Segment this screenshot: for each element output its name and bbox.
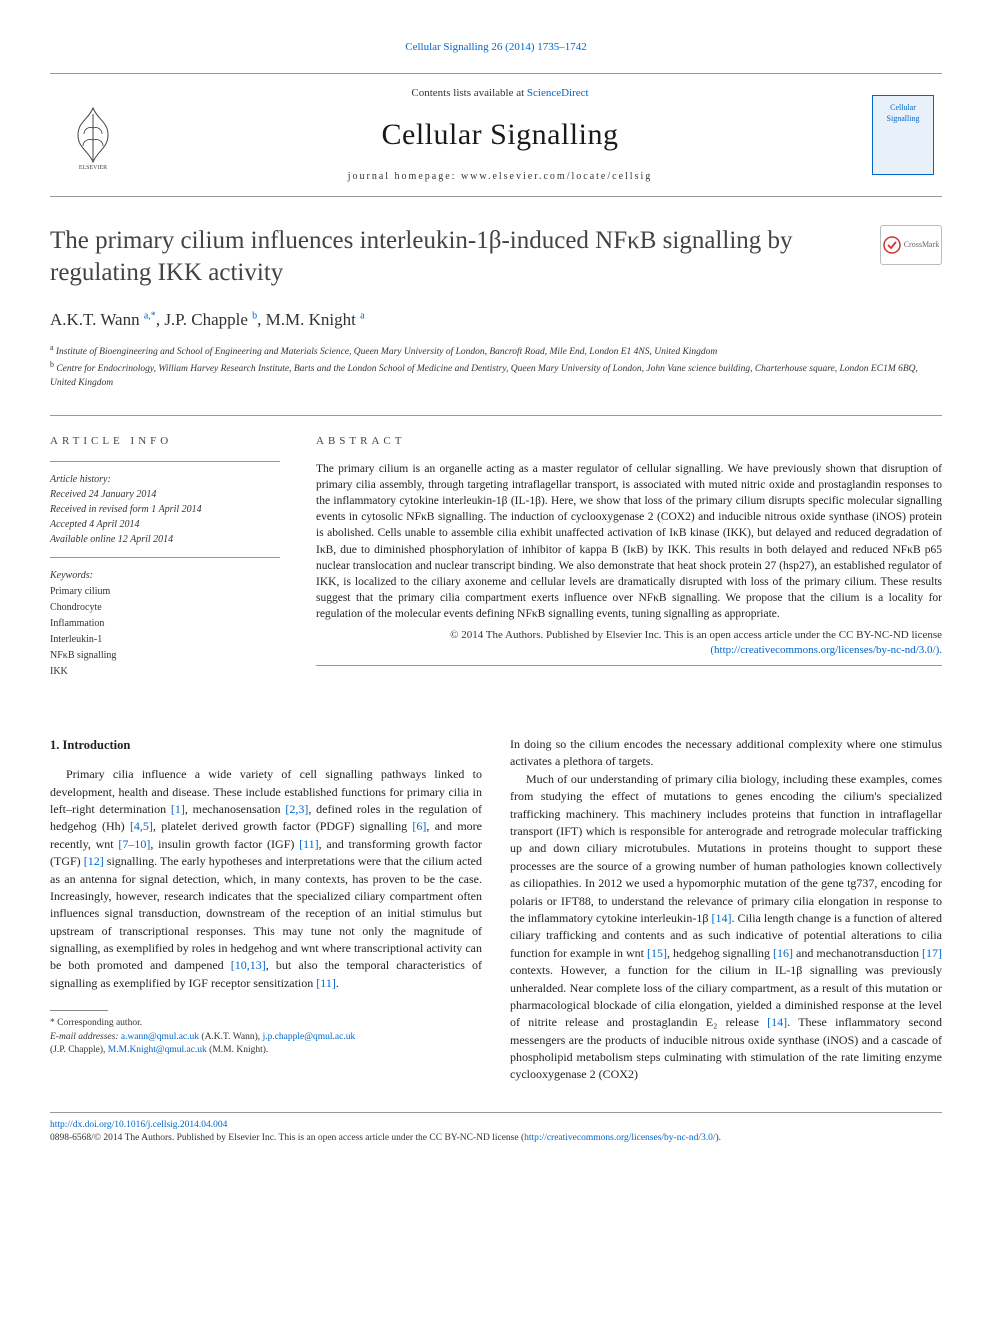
left-column: 1. Introduction Primary cilia influence … — [50, 736, 482, 1084]
ref-link[interactable]: [12] — [84, 854, 104, 868]
ref-link[interactable]: [6] — [412, 819, 426, 833]
journal-homepage: journal homepage: www.elsevier.com/locat… — [128, 170, 872, 184]
received: Received 24 January 2014 — [50, 487, 280, 502]
kw: Interleukin-1 — [50, 632, 280, 648]
abstract-text: The primary cilium is an organelle actin… — [316, 461, 942, 622]
intro-p1: Primary cilia influence a wide variety o… — [50, 766, 482, 992]
abstract-heading: abstract — [316, 434, 942, 449]
online: Available online 12 April 2014 — [50, 532, 280, 547]
issn-line: 0898-6568/© 2014 The Authors. Published … — [50, 1133, 524, 1143]
ref-link[interactable]: [15] — [647, 946, 667, 960]
email-link[interactable]: j.p.chapple@qmul.ac.uk — [263, 1032, 356, 1042]
svg-text:ELSEVIER: ELSEVIER — [79, 165, 107, 170]
affil-b: Centre for Endocrinology, William Harvey… — [50, 364, 918, 388]
corresponding-footnote: * Corresponding author. — [50, 1017, 482, 1030]
ref-link[interactable]: [4,5] — [130, 819, 153, 833]
elsevier-logo: ELSEVIER — [58, 100, 128, 170]
abstract-block: abstract The primary cilium is an organe… — [316, 434, 942, 680]
affil-a: Institute of Bioengineering and School o… — [56, 347, 717, 357]
ref-link[interactable]: [1] — [171, 802, 185, 816]
homepage-label: journal homepage: — [348, 171, 461, 182]
copyright-text: © 2014 The Authors. Published by Elsevie… — [450, 629, 942, 641]
affiliations: a Institute of Bioengineering and School… — [50, 342, 942, 391]
ref-link[interactable]: [11] — [299, 837, 319, 851]
revised: Received in revised form 1 April 2014 — [50, 502, 280, 517]
journal-name: Cellular Signalling — [128, 114, 872, 156]
ref-link[interactable]: [16] — [773, 946, 793, 960]
ref-link[interactable]: [7–10] — [118, 837, 150, 851]
abstract-copyright: © 2014 The Authors. Published by Elsevie… — [316, 628, 942, 659]
journal-cover-thumb: Cellular Signalling — [872, 95, 934, 175]
cover-text: Cellular Signalling — [873, 96, 933, 124]
author-list: A.K.T. Wann a,*, J.P. Chapple b, M.M. Kn… — [50, 308, 942, 332]
article-title: The primary cilium influences interleuki… — [50, 225, 880, 290]
ref-link[interactable]: [14] — [767, 1015, 787, 1029]
contents-line: Contents lists available at ScienceDirec… — [128, 86, 872, 101]
kw: IKK — [50, 664, 280, 680]
accepted: Accepted 4 April 2014 — [50, 517, 280, 532]
masthead: ELSEVIER Contents lists available at Sci… — [50, 73, 942, 196]
kw: Inflammation — [50, 616, 280, 632]
ref-link[interactable]: [2,3] — [285, 802, 308, 816]
page-footer: http://dx.doi.org/10.1016/j.cellsig.2014… — [50, 1112, 942, 1146]
email-link[interactable]: M.M.Knight@qmul.ac.uk — [108, 1045, 207, 1055]
intro-p2: In doing so the cilium encodes the neces… — [510, 736, 942, 771]
sciencedirect-link[interactable]: ScienceDirect — [527, 87, 589, 99]
article-info-block: article info Article history: Received 2… — [50, 434, 280, 680]
homepage-url: www.elsevier.com/locate/cellsig — [461, 171, 652, 182]
ref-link[interactable]: [14] — [712, 911, 732, 925]
ref-link[interactable]: [10,13] — [231, 958, 266, 972]
crossmark-label: CrossMark — [904, 239, 940, 250]
history-label: Article history: — [50, 472, 280, 487]
running-citation: Cellular Signalling 26 (2014) 1735–1742 — [50, 40, 942, 55]
email-link[interactable]: a.wann@qmul.ac.uk — [121, 1032, 199, 1042]
footer-close: ). — [716, 1133, 722, 1143]
ref-link[interactable]: [17] — [922, 946, 942, 960]
email-footnote: E-mail addresses: a.wann@qmul.ac.uk (A.K… — [50, 1031, 482, 1058]
crossmark-badge[interactable]: CrossMark — [880, 225, 942, 265]
license-link[interactable]: (http://creativecommons.org/licenses/by-… — [710, 644, 942, 656]
contents-prefix: Contents lists available at — [411, 87, 526, 99]
doi-link[interactable]: http://dx.doi.org/10.1016/j.cellsig.2014… — [50, 1120, 227, 1130]
article-info-heading: article info — [50, 434, 280, 449]
keywords-label: Keywords: — [50, 568, 280, 584]
right-column: In doing so the cilium encodes the neces… — [510, 736, 942, 1084]
footer-license-link[interactable]: http://creativecommons.org/licenses/by-n… — [524, 1133, 715, 1143]
kw: Chondrocyte — [50, 600, 280, 616]
kw: NFκB signalling — [50, 648, 280, 664]
ref-link[interactable]: [11] — [316, 976, 336, 990]
kw: Primary cilium — [50, 584, 280, 600]
intro-heading: 1. Introduction — [50, 736, 482, 754]
intro-p3: Much of our understanding of primary cil… — [510, 771, 942, 1084]
